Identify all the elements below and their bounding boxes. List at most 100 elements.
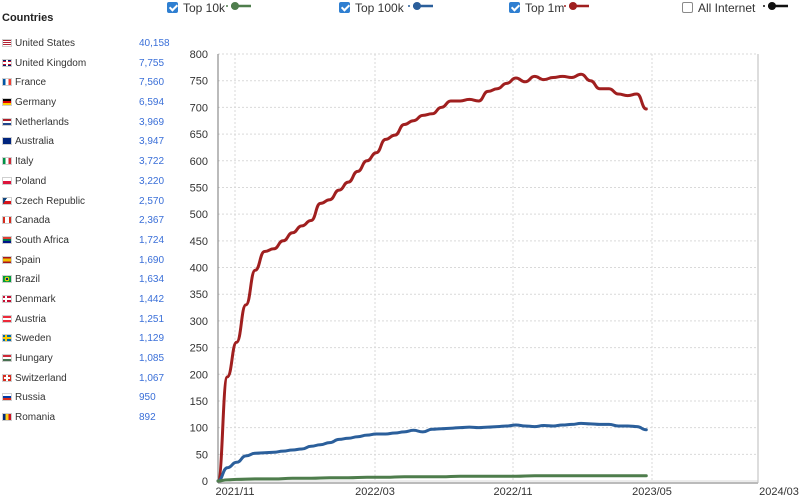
country-row[interactable]: Russia 950 (2, 391, 172, 411)
country-name: Switzerland (15, 372, 67, 384)
country-row[interactable]: Australia 3,947 (2, 135, 172, 155)
country-row[interactable]: Netherlands 3,969 (2, 116, 172, 136)
series-line-top-1m (216, 72, 648, 483)
country-name: Sweden (15, 333, 52, 345)
us-flag-icon (2, 39, 12, 47)
ch-flag-icon (2, 373, 12, 382)
dk-flag-icon (2, 294, 12, 303)
country-name: Canada (15, 215, 51, 227)
y-tick-label: 800 (190, 49, 208, 61)
countries-panel: Countries United States 40,158 United King… (0, 0, 175, 498)
y-tick-label: 650 (190, 129, 208, 141)
x-tick-label: 2022/11 (494, 486, 533, 498)
country-name: Czech Republic (15, 195, 86, 207)
country-name: Australia (15, 136, 54, 148)
country-row[interactable]: Czech Republic 2,570 (2, 195, 172, 215)
country-row[interactable]: Romania 892 (2, 411, 172, 431)
country-row[interactable]: Italy 3,722 (2, 155, 172, 175)
country-count[interactable]: 950 (139, 392, 156, 404)
country-row[interactable]: United States 40,158 (2, 37, 172, 57)
y-tick-label: 600 (190, 156, 208, 168)
country-count[interactable]: 1,634 (139, 274, 165, 286)
country-row[interactable]: Germany 6,594 (2, 96, 172, 116)
country-name: Romania (15, 412, 56, 424)
legend-checkbox[interactable] (509, 2, 520, 13)
country-count[interactable]: 1,251 (139, 313, 165, 325)
y-tick-label: 300 (190, 316, 208, 328)
country-count[interactable]: 1,067 (139, 372, 165, 384)
country-count[interactable]: 1,724 (139, 234, 165, 246)
country-name: Hungary (15, 353, 53, 364)
country-row[interactable]: Austria 1,251 (2, 313, 172, 333)
ca-flag-icon (2, 216, 12, 225)
de-flag-icon (2, 98, 12, 107)
country-count[interactable]: 1,690 (139, 254, 165, 266)
country-row[interactable]: Spain 1,690 (2, 254, 172, 274)
country-name: Germany (15, 97, 57, 109)
country-row[interactable]: Hungary 1,085 (2, 352, 172, 372)
it-flag-icon (2, 157, 12, 166)
country-count[interactable]: 7,560 (139, 77, 165, 89)
legend-line-marker-icon (564, 2, 589, 10)
country-count[interactable]: 3,969 (139, 116, 165, 128)
country-count[interactable]: 1,129 (139, 333, 165, 345)
y-tick-label: 350 (190, 289, 208, 301)
y-tick-label: 200 (190, 369, 208, 381)
legend-label: All Internet (698, 1, 756, 15)
country-count[interactable]: 3,722 (139, 156, 165, 168)
country-name: South Africa (15, 234, 69, 246)
country-list: United States 40,158 United Kingdom 7,755 Fr… (2, 37, 172, 431)
cz-flag-icon (2, 196, 12, 205)
x-tick-label: 2021/11 (216, 486, 255, 498)
y-tick-label: 100 (190, 423, 208, 435)
country-row[interactable]: Denmark 1,442 (2, 293, 172, 313)
se-flag-icon (2, 334, 12, 343)
y-tick-label: 700 (190, 102, 208, 114)
br-flag-icon (2, 275, 12, 284)
x-tick-label: 2023/05 (632, 486, 672, 498)
country-row[interactable]: Canada 2,367 (2, 214, 172, 234)
legend-checkbox[interactable] (167, 2, 178, 13)
y-tick-label: 550 (190, 182, 208, 194)
country-name: Denmark (15, 293, 56, 305)
at-flag-icon (2, 314, 12, 323)
gb-flag-icon (2, 58, 12, 67)
series-line-top-100k (216, 421, 648, 483)
country-row[interactable]: Poland 3,220 (2, 175, 172, 195)
legend-checkbox[interactable] (339, 2, 350, 13)
country-count[interactable]: 2,570 (139, 195, 165, 207)
country-count[interactable]: 40,158 (139, 38, 170, 49)
country-row[interactable]: Sweden 1,129 (2, 332, 172, 352)
country-count[interactable]: 892 (139, 412, 156, 424)
country-row[interactable]: France 7,560 (2, 76, 172, 96)
country-row[interactable]: United Kingdom 7,755 (2, 57, 172, 77)
series-line-top-10k (216, 474, 648, 483)
au-flag-icon (2, 137, 12, 146)
countries-title: Countries (2, 12, 54, 24)
country-name: United States (15, 38, 76, 49)
country-count[interactable]: 7,755 (139, 57, 165, 69)
country-name: France (15, 77, 47, 89)
country-count[interactable]: 1,085 (139, 353, 165, 364)
country-count[interactable]: 2,367 (139, 215, 165, 227)
country-name: Austria (15, 313, 47, 325)
hu-flag-icon (2, 354, 12, 362)
country-name: Poland (15, 175, 47, 187)
nl-flag-icon (2, 117, 12, 126)
country-count[interactable]: 1,442 (139, 293, 165, 305)
legend-label: Top 10k (183, 1, 226, 15)
country-row[interactable]: Brazil 1,634 (2, 273, 172, 293)
ro-flag-icon (2, 413, 12, 422)
country-count[interactable]: 3,947 (139, 136, 165, 148)
legend-label: Top 100k (355, 1, 404, 15)
legend-checkbox[interactable] (682, 2, 693, 13)
country-count[interactable]: 3,220 (139, 175, 165, 187)
es-flag-icon (2, 255, 12, 264)
country-count[interactable]: 6,594 (139, 97, 165, 109)
country-name: Spain (15, 254, 41, 266)
country-row[interactable]: Switzerland 1,067 (2, 372, 172, 392)
country-row[interactable]: South Africa 1,724 (2, 234, 172, 254)
pl-flag-icon (2, 176, 12, 185)
country-name: Russia (15, 392, 46, 404)
